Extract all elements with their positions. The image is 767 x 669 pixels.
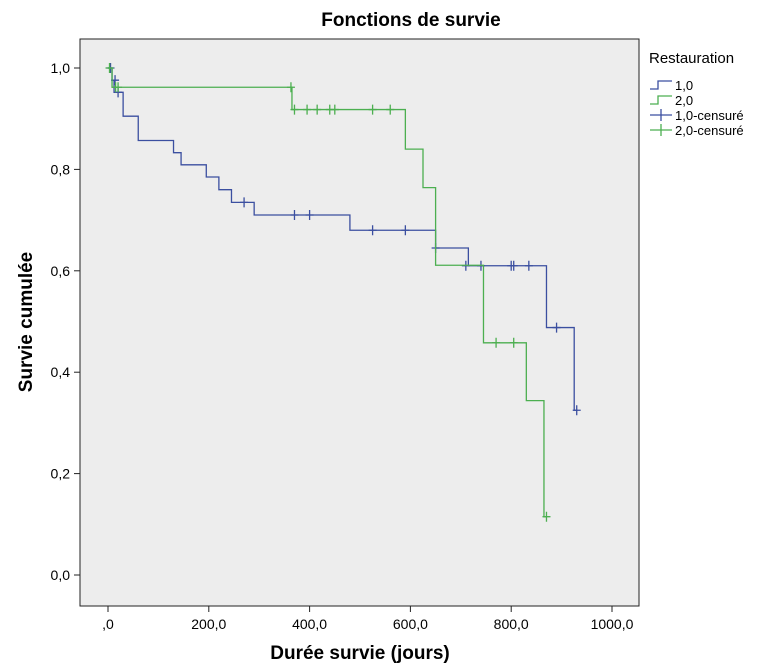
- legend: Restauration 1,02,01,0-censuré2,0-censur…: [649, 50, 744, 138]
- censor-mark: [524, 260, 533, 271]
- legend-entry-label: 2,0: [675, 93, 693, 108]
- series-line-2: [108, 67, 547, 518]
- censor-mark: [542, 511, 551, 522]
- censor-mark: [305, 210, 314, 221]
- censor-mark: [330, 104, 339, 115]
- x-tick-label: 600,0: [393, 616, 428, 632]
- legend-swatch-line: [650, 95, 672, 105]
- y-tick-label: 0,0: [51, 567, 71, 583]
- censor-mark: [368, 104, 377, 115]
- legend-entry-label: 2,0-censuré: [675, 123, 744, 138]
- censor-mark: [368, 225, 377, 236]
- censor-mark: [313, 104, 322, 115]
- y-axis-title: Survie cumulée: [16, 252, 37, 392]
- series-line-1: [108, 67, 577, 411]
- series-layer: [105, 63, 581, 522]
- x-tick-label: 800,0: [494, 616, 529, 632]
- censor-mark: [286, 82, 295, 93]
- censor-mark: [240, 197, 249, 208]
- censor-mark: [572, 405, 581, 416]
- chart-title: Fonctions de survie: [321, 10, 500, 31]
- x-tick-label: 200,0: [191, 616, 226, 632]
- y-tick-label: 0,6: [51, 263, 71, 279]
- y-tick-label: 0,8: [51, 161, 71, 177]
- censor-mark: [303, 104, 312, 115]
- censor-mark: [114, 82, 123, 93]
- censor-mark: [492, 337, 501, 348]
- censor-mark: [105, 63, 114, 73]
- x-tick-label: ,0: [102, 616, 114, 632]
- legend-swatch-line: [650, 80, 672, 90]
- censor-mark: [386, 104, 395, 115]
- censor-mark: [509, 260, 518, 271]
- y-tick-label: 0,4: [51, 364, 71, 380]
- y-axis: 0,0 0,2 0,4 0,6 0,8 1,0: [51, 60, 80, 583]
- y-tick-label: 1,0: [51, 60, 71, 76]
- legend-swatch-censor: [650, 124, 672, 136]
- censor-mark: [290, 210, 299, 221]
- censor-mark: [290, 104, 299, 115]
- censor-mark: [401, 225, 410, 236]
- legend-swatch-censor: [650, 109, 672, 121]
- legend-entry-label: 1,0: [675, 78, 693, 93]
- x-tick-label: 400,0: [292, 616, 327, 632]
- censor-mark: [552, 322, 561, 333]
- x-tick-label: 1000,0: [591, 616, 634, 632]
- legend-title: Restauration: [649, 50, 734, 67]
- plot-area: [79, 38, 640, 607]
- x-axis-title: Durée survie (jours): [270, 643, 450, 664]
- y-tick-label: 0,2: [51, 466, 71, 482]
- x-axis: ,0 200,0 400,0 600,0 800,0 1000,0: [102, 606, 634, 632]
- censor-mark: [509, 337, 518, 348]
- legend-entry-label: 1,0-censuré: [675, 108, 744, 123]
